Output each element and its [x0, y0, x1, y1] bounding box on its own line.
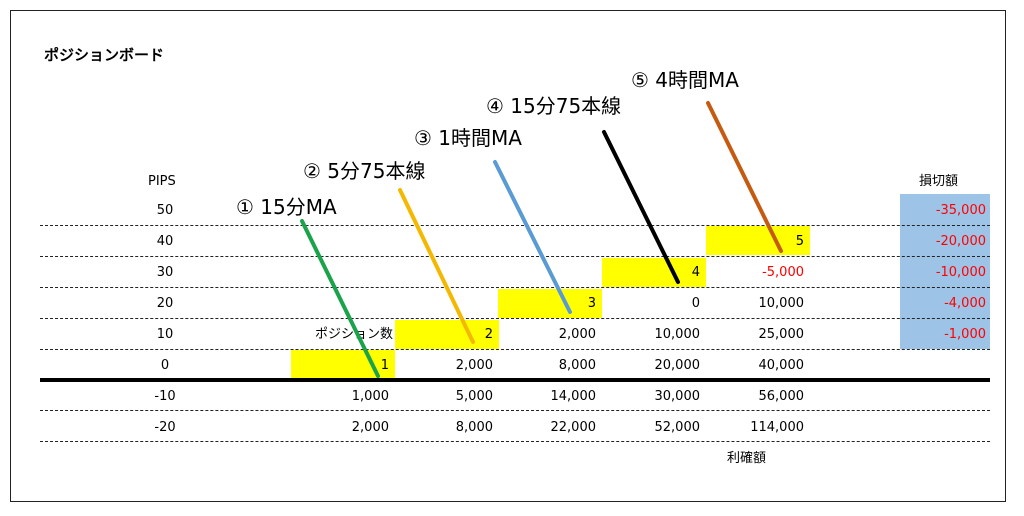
profit-value: 1,000 [351, 389, 389, 404]
row-divider [40, 349, 990, 350]
profit-value: 5,000 [455, 389, 493, 404]
row-divider [40, 318, 990, 319]
profit-header: 利確額 [727, 451, 767, 466]
pips-label: 40 [156, 234, 174, 249]
leader-line-4 [602, 130, 680, 284]
position-box-3 [498, 289, 602, 318]
pips-label: 30 [156, 265, 174, 280]
position-marker: 5 [795, 234, 804, 249]
callout-4: ④ 15分75本線 [486, 94, 622, 118]
loss-header: 損切額 [919, 174, 959, 189]
callout-2: ② 5分75本線 [303, 159, 426, 183]
pips-label: -20 [154, 420, 176, 435]
row-divider [40, 225, 990, 226]
position-marker: 4 [691, 265, 700, 280]
profit-value: 22,000 [550, 420, 597, 435]
pips-label: 20 [156, 296, 174, 311]
pips-header: PIPS [148, 174, 176, 189]
position-marker: 3 [587, 296, 596, 311]
position-box-5 [706, 226, 810, 255]
profit-value: 2,000 [558, 327, 596, 342]
leader-line-3 [493, 160, 572, 314]
profit-value: 8,000 [455, 420, 493, 435]
profit-value: 2,000 [455, 358, 493, 373]
pips-label: 0 [160, 358, 170, 373]
profit-value: 0 [691, 296, 700, 311]
profit-value: 14,000 [550, 389, 597, 404]
position-marker: 1 [380, 358, 389, 373]
diagram-frame [10, 10, 1006, 502]
leader-line-2 [398, 188, 475, 344]
profit-value: 10,000 [758, 296, 805, 311]
position-marker: 2 [484, 327, 493, 342]
profit-value: 56,000 [758, 389, 805, 404]
profit-value: -5,000 [762, 265, 804, 280]
entry-baseline [40, 378, 990, 382]
callout-3: ③ 1時間MA [414, 126, 522, 150]
loss-value: -1,000 [944, 327, 986, 342]
loss-value: -35,000 [935, 203, 986, 218]
pips-label: 10 [156, 327, 174, 342]
row-divider [40, 441, 990, 442]
position-count-label: ポジション数 [314, 327, 393, 342]
board-title: ポジションボード [44, 46, 165, 64]
callout-1: ① 15分MA [236, 195, 337, 219]
leader-line-5 [706, 101, 783, 253]
profit-value: 30,000 [654, 389, 701, 404]
position-box-2 [395, 320, 499, 349]
profit-value: 25,000 [758, 327, 805, 342]
loss-value: -10,000 [935, 265, 986, 280]
row-divider [40, 256, 990, 257]
profit-value: 8,000 [558, 358, 596, 373]
leader-line-1 [300, 219, 380, 378]
loss-value: -20,000 [935, 234, 986, 249]
profit-value: 114,000 [750, 420, 804, 435]
row-divider [40, 410, 990, 411]
callout-5: ⑤ 4時間MA [631, 68, 739, 92]
position-box-4 [602, 258, 706, 287]
profit-value: 20,000 [654, 358, 701, 373]
profit-value: 2,000 [351, 420, 389, 435]
profit-value: 40,000 [758, 358, 805, 373]
pips-label: 50 [156, 203, 174, 218]
profit-value: 52,000 [654, 420, 701, 435]
row-divider [40, 287, 990, 288]
profit-value: 10,000 [654, 327, 701, 342]
loss-value: -4,000 [944, 296, 986, 311]
loss-column-highlight [900, 194, 990, 349]
pips-label: -10 [154, 389, 176, 404]
